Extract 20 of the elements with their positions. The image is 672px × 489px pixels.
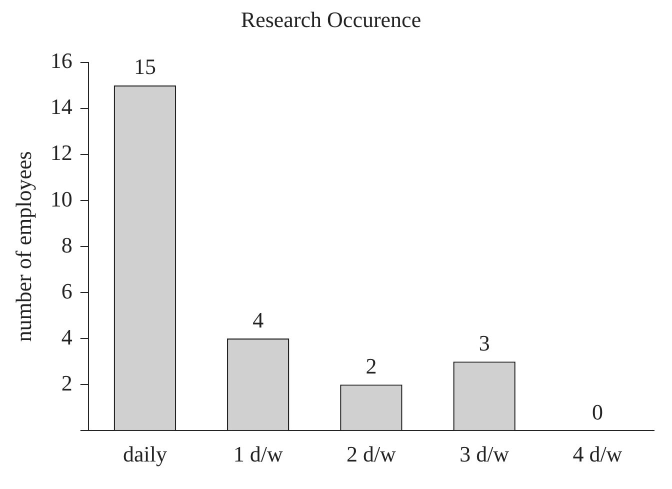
x-tick-label: 2 d/w [346,442,396,467]
y-tick-label: 12 [50,140,72,166]
x-tick-label: 3 d/w [460,442,510,467]
chart-title: Research Occurence [240,6,422,32]
y-tick-label: 4 [61,324,72,350]
y-tick-label: 6 [61,278,72,304]
x-tick-label: 4 d/w [572,442,622,467]
data-label: 3 [478,330,490,356]
x-tick-label: 1 d/w [233,442,283,467]
data-label: 4 [252,307,264,332]
data-label: 15 [134,54,156,80]
y-tick-label: 10 [50,186,72,212]
data-label: 0 [592,399,603,424]
y-tick-label: 8 [61,232,72,258]
x-tick-label: daily [122,442,167,467]
y-tick-label: 16 [50,48,72,74]
y-tick-label: 14 [50,94,72,120]
y-tick-label: 2 [61,370,72,396]
y-axis-title: number of employees [10,151,36,342]
data-label: 2 [366,353,377,378]
